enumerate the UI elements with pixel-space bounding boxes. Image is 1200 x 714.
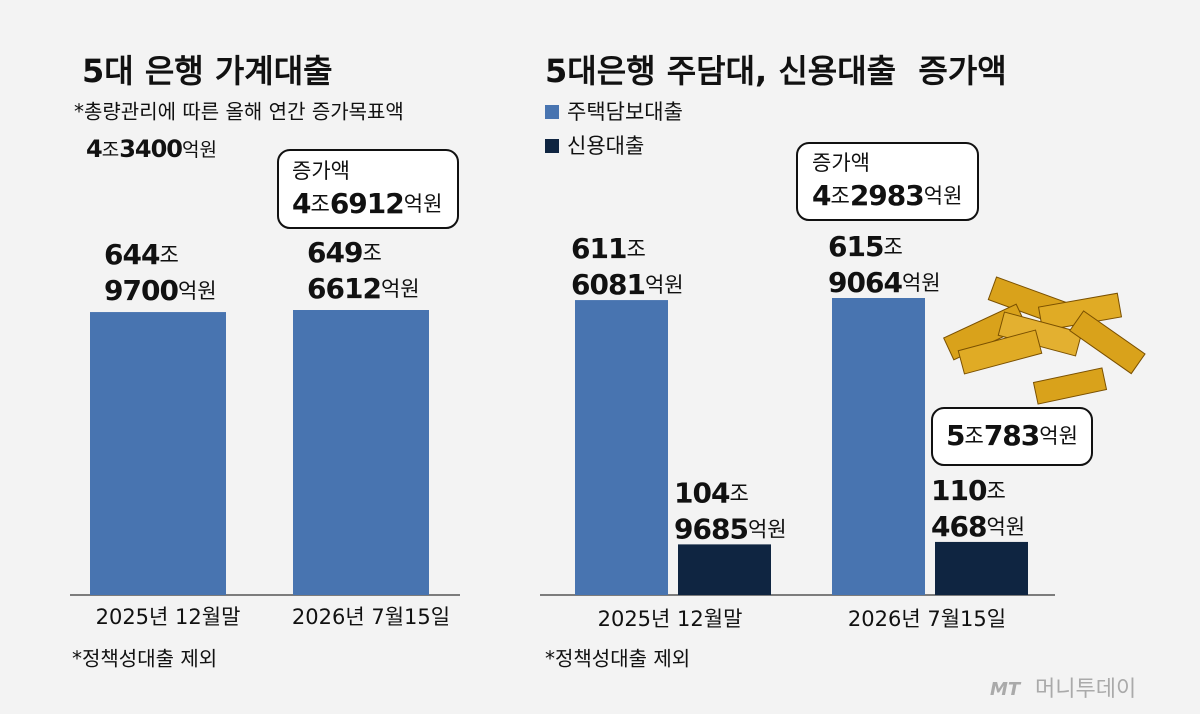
money-illustration [943, 276, 1146, 405]
chart-title: 5대은행 주담대, 신용대출 증가액 [545, 52, 1007, 90]
bar [832, 298, 925, 595]
footnote: *정책성대출 제외 [72, 647, 217, 671]
bar [293, 310, 429, 595]
legend-swatch [545, 139, 559, 153]
x-tick-label: 2025년 12월말 [96, 605, 241, 629]
value-label: 611조 6081억원 [571, 232, 684, 301]
value-label: 615조 9064억원 [828, 230, 941, 299]
annotation: 증가액 [812, 151, 870, 175]
x-tick-label: 2026년 7월15일 [848, 607, 1006, 631]
bar [678, 544, 771, 595]
callout-box [796, 142, 979, 221]
annotation: 4조2983억원 [812, 179, 962, 212]
bar [90, 312, 226, 595]
value-label: 644조 9700억원 [104, 238, 217, 307]
annotation: 증가액 [292, 159, 350, 183]
legend-label: 신용대출 [567, 134, 644, 158]
callout-box [931, 407, 1093, 466]
bar [575, 300, 668, 595]
legend-label: 주택담보대출 [567, 100, 683, 124]
value-label: 110조 468억원 [931, 474, 1025, 543]
value-label: 104조 9685억원 [674, 476, 787, 545]
chart-title: 5대 은행 가계대출 [82, 52, 333, 90]
x-tick-label: 2026년 7월15일 [292, 605, 450, 629]
x-tick-label: 2025년 12월말 [598, 607, 743, 631]
annotation: 4조6912억원 [292, 187, 442, 220]
value-label: 649조 6612억원 [307, 236, 420, 305]
logo-mark: MT [990, 679, 1022, 700]
callout-box [277, 149, 459, 229]
legend-swatch [545, 105, 559, 119]
annotation: 5조783억원 [946, 419, 1078, 452]
footnote: *정책성대출 제외 [545, 647, 690, 671]
annotation: 4조3400억원 [86, 135, 217, 163]
annotation: *총량관리에 따른 올해 연간 증가목표액 [74, 100, 404, 124]
source: 머니투데이 [1035, 677, 1136, 702]
bar [935, 541, 1028, 595]
